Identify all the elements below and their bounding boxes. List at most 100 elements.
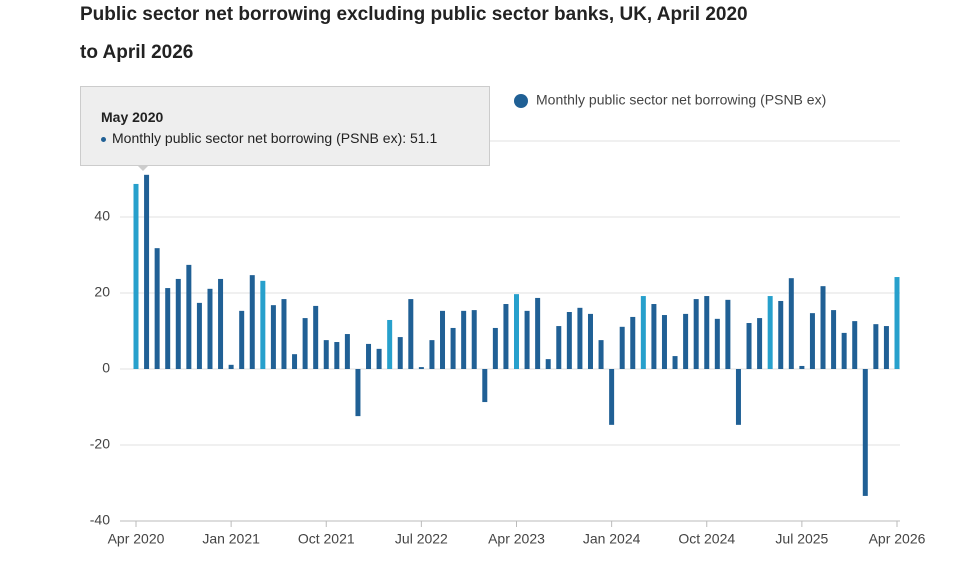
bar	[408, 299, 414, 369]
y-tick-label: 0	[102, 360, 110, 376]
bar	[778, 300, 784, 369]
bar	[429, 340, 435, 369]
bar	[714, 318, 720, 369]
bar	[767, 296, 773, 369]
x-tick-label: Apr 2020	[108, 531, 165, 547]
bar	[334, 342, 340, 369]
bar	[598, 340, 604, 369]
bar	[661, 315, 667, 369]
bar	[862, 369, 868, 496]
legend-marker	[514, 94, 528, 108]
bar	[545, 359, 551, 369]
bar	[535, 297, 541, 369]
bar	[154, 248, 160, 369]
tooltip-series: Monthly public sector net borrowing (PSN…	[112, 130, 410, 146]
bar	[387, 319, 393, 369]
bar	[883, 326, 889, 369]
y-tick-label: 20	[94, 284, 110, 300]
bar	[175, 278, 181, 369]
bar	[133, 183, 139, 369]
bar	[587, 313, 593, 369]
bar	[852, 321, 858, 369]
bar	[799, 365, 805, 369]
bar	[492, 327, 498, 369]
bar	[355, 369, 361, 417]
x-tick-label: Oct 2024	[678, 531, 735, 547]
tooltip-value: 51.1	[410, 130, 438, 146]
bar	[292, 354, 298, 369]
bar	[524, 310, 530, 369]
bar	[556, 326, 562, 369]
bar	[249, 275, 255, 369]
bar	[218, 278, 224, 369]
bar	[281, 299, 287, 369]
bar	[672, 356, 678, 369]
bar	[841, 332, 847, 369]
chart-title: to April 2026	[80, 42, 193, 63]
bar	[418, 367, 424, 369]
bar	[144, 174, 150, 369]
tooltip-dot	[101, 136, 106, 142]
x-tick-label: Jul 2022	[395, 531, 448, 547]
bar	[503, 304, 509, 369]
bar	[450, 327, 456, 369]
bar	[640, 296, 646, 369]
bar	[239, 310, 245, 369]
x-tick-label: Apr 2026	[869, 531, 926, 547]
x-tick-label: Jul 2025	[775, 531, 828, 547]
chart-title: Public sector net borrowing excluding pu…	[80, 4, 748, 25]
bar	[260, 280, 266, 369]
bar	[514, 294, 519, 369]
bar	[376, 348, 382, 369]
bar	[788, 278, 794, 369]
legend-label: Monthly public sector net borrowing (PSN…	[536, 92, 826, 108]
bar	[757, 318, 763, 369]
bar	[482, 369, 488, 403]
y-tick-label: -20	[90, 436, 110, 452]
bar	[270, 305, 276, 369]
bar	[873, 324, 879, 369]
tooltip-title: May 2020	[101, 109, 164, 125]
bar	[207, 288, 213, 369]
y-tick-label: -40	[90, 512, 110, 528]
bar	[196, 302, 202, 369]
bar	[735, 369, 741, 425]
y-tick-label: 40	[94, 208, 110, 224]
bar	[228, 364, 234, 369]
x-tick-label: Jan 2021	[202, 531, 260, 547]
bar	[725, 299, 731, 369]
bar	[746, 323, 752, 369]
bar	[704, 296, 710, 369]
bar	[577, 307, 583, 369]
x-tick-label: Oct 2021	[298, 531, 355, 547]
x-tick-label: Apr 2023	[488, 531, 545, 547]
bar	[693, 299, 699, 369]
bar	[461, 310, 467, 369]
bar	[397, 337, 403, 369]
bar	[323, 340, 329, 369]
bar	[366, 343, 372, 369]
bar	[313, 305, 319, 369]
bar	[683, 313, 689, 369]
x-tick-label: Jan 2024	[583, 531, 641, 547]
bar	[820, 286, 826, 369]
bar	[186, 264, 192, 369]
tooltip-arrow	[137, 165, 149, 171]
bar	[440, 310, 446, 369]
bar	[344, 334, 350, 369]
bar	[566, 312, 572, 369]
bar	[651, 304, 657, 369]
bar	[809, 313, 815, 369]
bar	[302, 318, 308, 369]
tooltip: May 2020 Monthly public sector net borro…	[80, 86, 490, 166]
bar	[619, 326, 625, 369]
bar	[894, 277, 900, 369]
bar	[609, 369, 615, 425]
bar	[831, 310, 837, 369]
tooltip-row: Monthly public sector net borrowing (PSN…	[101, 130, 437, 146]
bar	[630, 316, 636, 369]
bar	[471, 310, 477, 369]
bar	[165, 288, 171, 369]
